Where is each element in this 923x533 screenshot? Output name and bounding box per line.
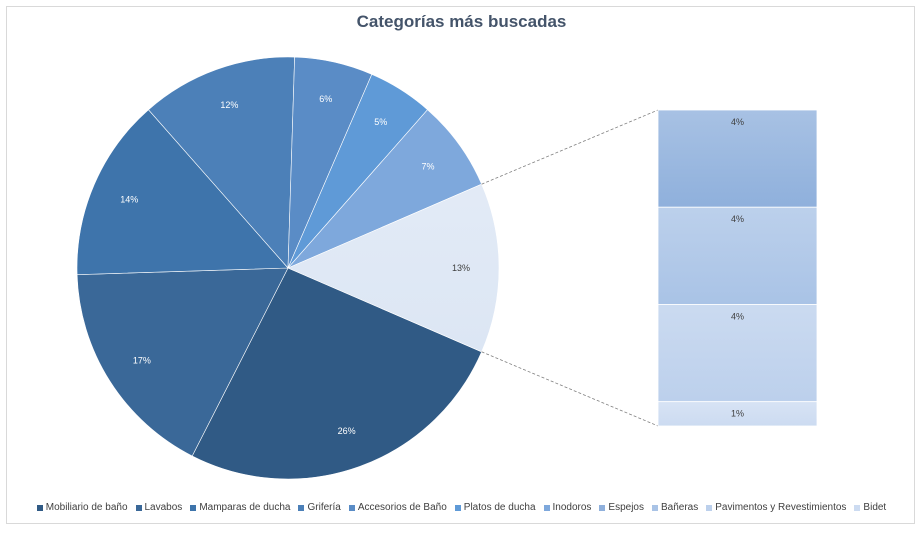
data-label-mobiliario-de-bano: 26% (338, 426, 356, 436)
data-label-mamparas-de-ducha: 14% (120, 194, 138, 204)
legend-swatch-griferia (298, 504, 305, 511)
legend-label-lavabos: Lavabos (144, 502, 183, 513)
bar-segment-bidet (657, 401, 818, 427)
pie-slice-griferia (148, 56, 295, 269)
legend-item-mamparas-de-ducha: Mamparas de ducha (190, 502, 290, 513)
legend-item-mobiliario-de-bano: Mobiliario de baño (36, 502, 128, 513)
legend-item-pavimentos-y-revestimientos: Pavimentos y Revestimientos (706, 502, 846, 513)
legend-item-accesorios-de-bano: Accesorios de Baño (348, 502, 447, 513)
legend-label-inodoros: Inodoros (552, 502, 592, 513)
legend-swatch-bidet (854, 504, 861, 511)
legend-label-pavimentos-y-revestimientos: Pavimentos y Revestimientos (715, 502, 847, 513)
connector-line-top (481, 109, 659, 185)
legend-item-platos-de-ducha: Platos de ducha (454, 502, 536, 513)
data-label-accesorios-de-bano: 6% (319, 94, 332, 104)
data-label-inodoros: 7% (421, 161, 434, 171)
data-label-platos-de-ducha: 5% (374, 117, 387, 127)
data-label-pavimentos-y-revestimientos: 4% (731, 312, 744, 322)
legend-swatch-platos-de-ducha (454, 504, 461, 511)
legend-item-bidet: Bidet (854, 502, 886, 513)
chart-legend: Mobiliario de baño Lavabos Mamparas de duc… (0, 502, 923, 513)
legend-label-accesorios-de-bano: Accesorios de Baño (357, 502, 447, 513)
legend-label-espejos: Espejos (608, 502, 644, 513)
legend-item-inodoros: Inodoros (543, 502, 592, 513)
legend-swatch-pavimentos-y-revestimientos (706, 504, 713, 511)
legend-item-griferia: Grifería (298, 502, 341, 513)
legend-label-mobiliario-de-bano: Mobiliario de baño (45, 502, 128, 513)
legend-swatch-lavabos (135, 504, 142, 511)
legend-label-baneras: Bañeras (661, 502, 699, 513)
data-label-griferia: 12% (220, 100, 238, 110)
legend-item-lavabos: Lavabos (135, 502, 183, 513)
legend-label-griferia: Grifería (307, 502, 341, 513)
data-label-combined-other: 13% (452, 263, 470, 273)
pie-slice-lavabos (76, 267, 289, 457)
connector-line-bottom (481, 351, 659, 427)
legend-swatch-espejos (599, 504, 606, 511)
chart-title: Categorías más buscadas (356, 12, 567, 31)
bar-segment-baneras (657, 206, 818, 305)
legend-item-espejos: Espejos (599, 502, 644, 513)
legend-label-mamparas-de-ducha: Mamparas de ducha (199, 502, 291, 513)
legend-swatch-accesorios-de-bano (348, 504, 355, 511)
legend-label-platos-de-ducha: Platos de ducha (463, 502, 536, 513)
legend-swatch-baneras (652, 504, 658, 511)
bar-segment-espejos (657, 109, 818, 208)
data-label-bidet: 1% (731, 409, 744, 419)
legend-label-bidet: Bidet (863, 502, 887, 513)
pie-slice-combined-other (287, 183, 500, 353)
data-label-baneras: 4% (731, 214, 744, 224)
legend-item-baneras: Bañeras (652, 502, 698, 513)
legend-swatch-mobiliario-de-bano (36, 504, 43, 511)
legend-swatch-mamparas-de-ducha (190, 504, 197, 511)
pie-slice-mamparas-de-ducha (76, 109, 289, 275)
legend-swatch-inodoros (543, 504, 550, 511)
bar-segment-pavimentos-y-revestimientos (657, 304, 818, 403)
data-label-espejos: 4% (731, 117, 744, 127)
data-label-lavabos: 17% (133, 356, 151, 366)
